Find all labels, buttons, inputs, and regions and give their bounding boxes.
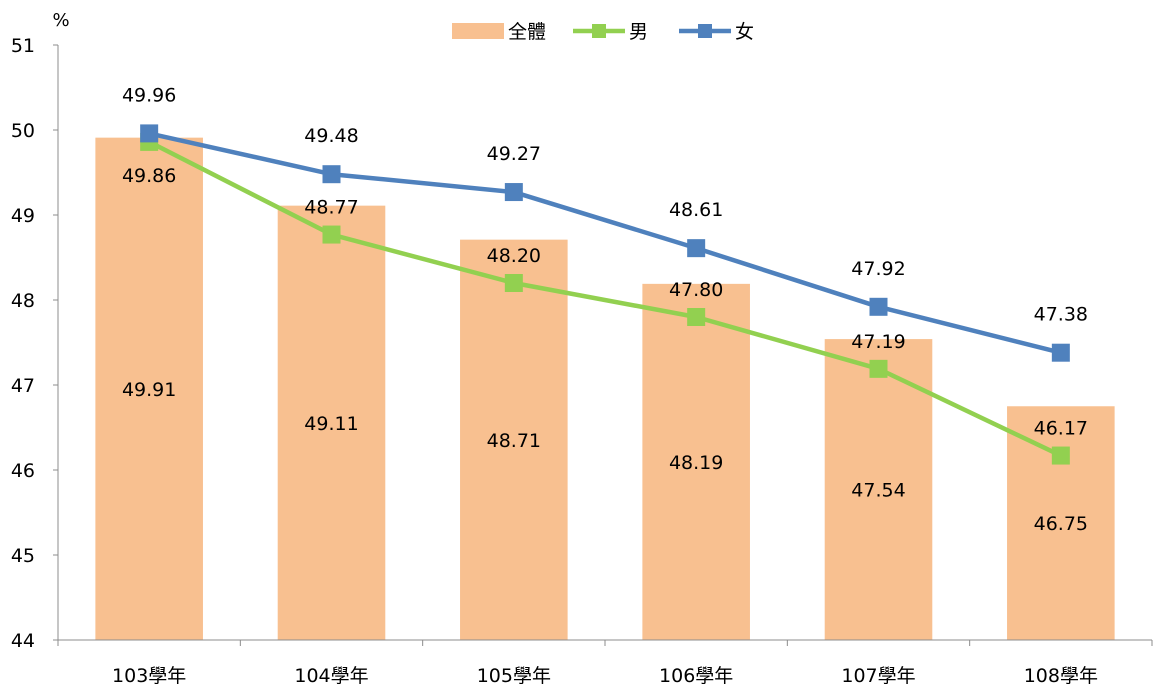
marker-女 <box>1051 343 1070 362</box>
marker-女 <box>140 124 159 143</box>
marker-女 <box>869 297 888 316</box>
legend: 全體 男 女 <box>452 21 754 43</box>
bar-108學年 <box>1007 406 1115 640</box>
bar-105學年 <box>460 239 568 640</box>
line-data-label: 49.27 <box>487 143 541 165</box>
bar-data-label: 48.71 <box>487 430 541 452</box>
marker-男 <box>322 225 341 244</box>
line-data-label: 46.17 <box>1034 418 1088 440</box>
bar-data-label: 46.75 <box>1034 513 1088 535</box>
bar-data-label: 47.54 <box>851 480 905 502</box>
legend-label: 女 <box>735 21 754 43</box>
line-女 <box>148 131 1062 355</box>
marker-男 <box>504 274 523 292</box>
bar-106學年 <box>642 283 750 640</box>
line-data-label: 48.77 <box>304 197 358 219</box>
line-data-label: 47.19 <box>851 331 905 353</box>
y-tick-label: 50 <box>11 120 35 142</box>
legend-label: 男 <box>629 21 648 43</box>
line-data-label: 49.48 <box>304 125 358 147</box>
x-tick-label: 107學年 <box>841 665 915 687</box>
y-tick-label: 47 <box>11 375 35 397</box>
marker-男 <box>869 359 888 378</box>
bars-group <box>95 137 1115 640</box>
line-data-label: 48.20 <box>487 245 541 267</box>
bar-data-label: 49.11 <box>304 413 358 435</box>
legend-label: 全體 <box>508 21 546 43</box>
bar-107學年 <box>824 339 933 640</box>
axes-group: 44 45 46 47 48 49 50 51 103學年 104學年 105學年 106學年 107學… <box>11 35 1153 687</box>
bar-103學年 <box>95 137 203 640</box>
y-tick-label: 48 <box>11 290 35 312</box>
line-data-label: 49.86 <box>122 165 176 187</box>
marker-女 <box>322 165 341 184</box>
line-data-label: 48.61 <box>669 199 723 221</box>
y-tick-label: 45 <box>11 545 35 567</box>
line-男 <box>148 139 1062 458</box>
bar-data-label: 48.19 <box>669 452 723 474</box>
marker-男 <box>687 308 706 326</box>
y-axis-unit-label: % <box>52 10 69 31</box>
x-tick-label: 103學年 <box>112 665 186 687</box>
marker-女 <box>504 183 523 202</box>
line-data-label: 47.80 <box>669 279 723 301</box>
x-tick-label: 106學年 <box>659 665 733 687</box>
data-labels-group: 49.91 49.11 48.71 48.19 47.54 46.75 49.86 48.77… <box>122 84 1088 535</box>
x-tick-label: 104學年 <box>294 665 368 687</box>
bar-data-label: 49.91 <box>122 379 176 401</box>
legend-swatch-全體 <box>452 23 504 39</box>
legend-marker-女 <box>698 24 712 38</box>
marker-男 <box>1051 446 1070 465</box>
marker-女 <box>687 239 706 258</box>
bar-104學年 <box>277 205 386 640</box>
line-data-label: 49.96 <box>122 84 176 106</box>
x-tick-label: 108學年 <box>1024 665 1098 687</box>
y-tick-label: 51 <box>11 35 35 57</box>
y-tick-label: 44 <box>11 630 35 652</box>
lines-group <box>140 124 1070 465</box>
line-data-label: 47.92 <box>851 258 905 280</box>
legend-marker-男 <box>592 24 606 38</box>
x-tick-label: 105學年 <box>477 665 551 687</box>
y-tick-label: 49 <box>11 205 35 227</box>
line-data-label: 47.38 <box>1034 304 1088 326</box>
y-tick-label: 46 <box>11 460 35 482</box>
